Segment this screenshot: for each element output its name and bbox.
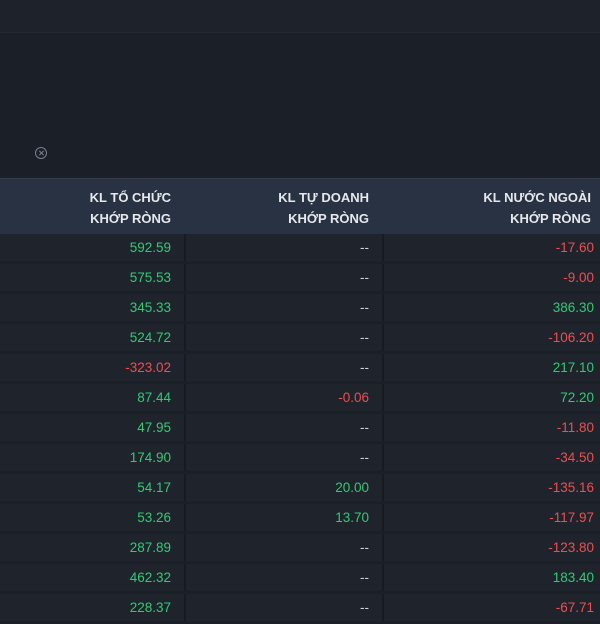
column-divider <box>382 234 384 261</box>
column-divider <box>382 294 384 321</box>
column-divider <box>184 354 186 381</box>
table-cell: -- <box>360 570 369 585</box>
column-header-line1: KL TỰ DOANH <box>278 190 369 205</box>
table-row[interactable]: 575.53 -- -9.00 <box>0 264 600 291</box>
table-cell: 13.70 <box>335 510 369 525</box>
table-cell: 592.59 <box>129 240 171 255</box>
column-divider <box>184 474 186 501</box>
table-cell: 524.72 <box>129 330 171 345</box>
table-row[interactable]: 53.26 13.70 -117.97 <box>0 504 600 531</box>
column-divider <box>382 474 384 501</box>
table-row[interactable]: 592.59 -- -17.60 <box>0 234 600 261</box>
table-cell: -- <box>360 360 369 375</box>
column-divider <box>382 414 384 441</box>
table-cell: 174.90 <box>129 450 171 465</box>
column-header-line1: KL NƯỚC NGOÀI <box>483 190 591 205</box>
column-divider <box>184 504 186 531</box>
table-cell: -34.50 <box>555 450 594 465</box>
column-divider <box>382 534 384 561</box>
table-cell: -123.80 <box>548 540 594 555</box>
column-divider <box>382 324 384 351</box>
table-cell: -- <box>360 450 369 465</box>
close-icon[interactable] <box>35 147 47 159</box>
table-cell: 20.00 <box>335 480 369 495</box>
column-divider <box>184 534 186 561</box>
column-divider <box>184 264 186 291</box>
column-divider <box>382 564 384 591</box>
column-header-line2: KHỚP RÒNG <box>288 211 369 226</box>
table-row[interactable]: 54.17 20.00 -135.16 <box>0 474 600 501</box>
column-divider <box>382 264 384 291</box>
top-bar <box>0 0 600 33</box>
column-header-line2: KHỚP RÒNG <box>510 211 591 226</box>
table-cell: 386.30 <box>552 300 594 315</box>
table-cell: 228.37 <box>129 600 171 615</box>
table-cell: 217.10 <box>552 360 594 375</box>
table-header: KL TỔ CHỨC KHỚP RÒNG KL TỰ DOANH KHỚP RÒ… <box>0 178 600 235</box>
column-divider <box>184 444 186 471</box>
column-divider <box>382 444 384 471</box>
table-row[interactable]: -323.02 -- 217.10 <box>0 354 600 381</box>
column-divider <box>184 564 186 591</box>
table-cell: -17.60 <box>555 240 594 255</box>
table-row[interactable]: 87.44 -0.06 72.20 <box>0 384 600 411</box>
table-cell: -- <box>360 330 369 345</box>
table-cell: 54.17 <box>137 480 171 495</box>
table-cell: -- <box>360 240 369 255</box>
table-cell: 183.40 <box>552 570 594 585</box>
table-cell: 72.20 <box>560 390 594 405</box>
column-divider <box>382 504 384 531</box>
column-divider <box>184 594 186 621</box>
table-cell: -323.02 <box>125 360 171 375</box>
column-header-line1: KL TỔ CHỨC <box>89 190 171 205</box>
table-cell: 462.32 <box>129 570 171 585</box>
column-divider <box>382 594 384 621</box>
table-row[interactable]: 287.89 -- -123.80 <box>0 534 600 561</box>
column-divider <box>184 294 186 321</box>
table-cell: 287.89 <box>129 540 171 555</box>
table-cell: 575.53 <box>129 270 171 285</box>
table-row[interactable]: 228.37 -- -67.71 <box>0 594 600 621</box>
table-cell: 87.44 <box>137 390 171 405</box>
column-divider <box>184 324 186 351</box>
column-header-foreign[interactable]: KL NƯỚC NGOÀI KHỚP RÒNG <box>483 187 591 229</box>
table-cell: -11.80 <box>556 420 594 435</box>
table-row[interactable]: 47.95 -- -11.80 <box>0 414 600 441</box>
table-cell: -- <box>360 540 369 555</box>
table-cell: -106.20 <box>548 330 594 345</box>
table-row[interactable]: 462.32 -- 183.40 <box>0 564 600 591</box>
column-divider <box>382 384 384 411</box>
column-divider <box>184 414 186 441</box>
table-cell: -117.97 <box>549 510 594 525</box>
table-cell: -- <box>360 300 369 315</box>
column-divider <box>184 234 186 261</box>
table-body: 592.59 -- -17.60 575.53 -- -9.00 345.33 -- 386.3… <box>0 234 600 624</box>
table-cell: -- <box>360 420 369 435</box>
table-cell: 47.95 <box>137 420 171 435</box>
table-row[interactable]: 174.90 -- -34.50 <box>0 444 600 471</box>
table-row[interactable]: 345.33 -- 386.30 <box>0 294 600 321</box>
column-divider <box>184 384 186 411</box>
table-row[interactable]: 524.72 -- -106.20 <box>0 324 600 351</box>
table-cell: 345.33 <box>129 300 171 315</box>
column-header-proprietary[interactable]: KL TỰ DOANH KHỚP RÒNG <box>278 187 369 229</box>
empty-panel <box>0 33 600 178</box>
column-header-institutional[interactable]: KL TỔ CHỨC KHỚP RÒNG <box>90 187 171 229</box>
table-cell: -0.06 <box>338 390 369 405</box>
table-cell: 53.26 <box>137 510 171 525</box>
column-divider <box>382 354 384 381</box>
table-cell: -- <box>360 270 369 285</box>
table-cell: -135.16 <box>548 480 594 495</box>
table-cell: -9.00 <box>563 270 594 285</box>
table-cell: -67.71 <box>555 600 594 615</box>
column-header-line2: KHỚP RÒNG <box>90 211 171 226</box>
table-cell: -- <box>360 600 369 615</box>
